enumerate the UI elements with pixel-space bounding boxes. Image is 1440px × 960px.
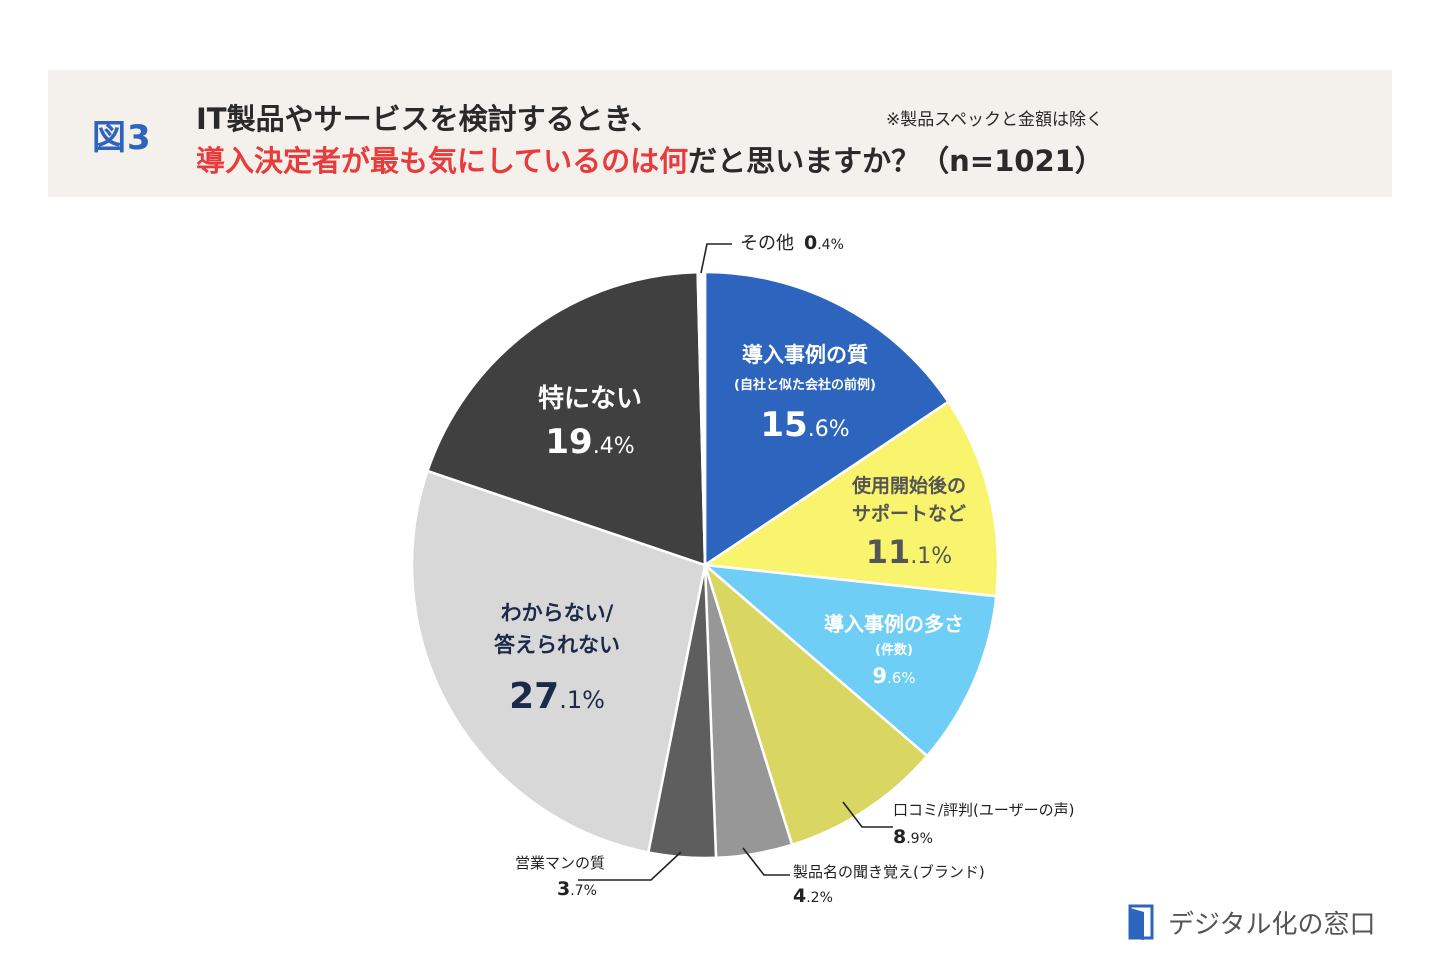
pie-slice — [425, 270, 707, 567]
slice-value-label: 15.6% — [760, 405, 849, 445]
slice-value-label: 3.7% — [557, 878, 597, 900]
slice-category-label: わからない/ — [501, 601, 614, 625]
pie-slice — [410, 469, 707, 854]
slice-value-label: 9.6% — [872, 664, 915, 688]
slice-category-label: 導入事例の質 — [742, 343, 868, 367]
slice-sub-label: (自社と似た会社の前例) — [734, 377, 876, 393]
chart-title-line-1: IT製品やサービスを検討するとき、 — [196, 102, 660, 136]
pie-slice — [702, 561, 929, 847]
slice-category-label: 導入事例の多さ — [824, 612, 964, 636]
pie-slice — [701, 563, 998, 758]
chart-title-rest: だと思いますか？（n=1021） — [688, 144, 1104, 178]
chart-note: ※製品スペックと金額は除く — [886, 110, 1104, 130]
pie-slices — [410, 270, 1000, 860]
slice-category-label: 営業マンの質 — [515, 854, 605, 872]
leader-line — [842, 801, 893, 828]
slice-value-label: 4.2% — [793, 885, 833, 907]
slice-category-label: 口コミ/評判(ユーザーの声) — [893, 801, 1074, 819]
slice-category-label: その他 0.4% — [740, 232, 844, 254]
chart-title-line-2: 導入決定者が最も気にしているのは何だと思いますか？（n=1021） — [196, 138, 1104, 180]
leader-line — [700, 243, 732, 274]
slice-category-label: 使用開始後の — [851, 474, 966, 497]
slice-category-label: サポートなど — [852, 502, 966, 525]
pie-slice — [701, 400, 1000, 598]
slice-category-label: 答えられない — [494, 633, 620, 657]
chart-header: 図3 IT製品やサービスを検討するとき、 ※製品スペックと金額は除く 導入決定者… — [48, 70, 1392, 197]
slice-sub-label: (件数) — [875, 642, 913, 658]
chart-title-accent: 導入決定者が最も気にしているのは何 — [196, 144, 689, 178]
slice-category-label: 製品名の聞き覚え(ブランド) — [793, 863, 985, 881]
leader-line — [742, 847, 790, 876]
leader-line — [578, 851, 682, 881]
slice-value-label: 27.1% — [509, 676, 605, 717]
window-logo-icon — [1128, 904, 1154, 940]
slice-value-label: 11.1% — [866, 533, 952, 571]
slice-category-label: 特にない — [538, 383, 642, 414]
figure-label: 図3 — [92, 118, 152, 158]
pie-slice — [703, 270, 951, 568]
slice-value-label: 8.9% — [893, 826, 933, 848]
brand-logo-text: デジタル化の窓口 — [1168, 909, 1376, 940]
brand-logo: デジタル化の窓口 — [1128, 904, 1375, 940]
slice-value-label: 19.4% — [545, 422, 634, 462]
